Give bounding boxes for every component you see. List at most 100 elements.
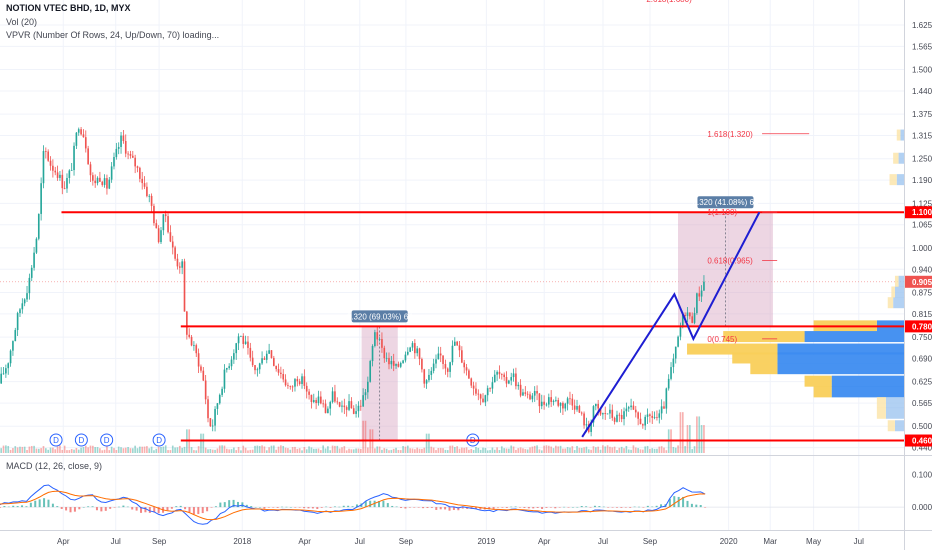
candle-body bbox=[146, 186, 148, 197]
volume-bar bbox=[517, 448, 520, 453]
macd-tick-label: 0.000 bbox=[912, 503, 932, 512]
macd-histogram-bar bbox=[0, 507, 1, 508]
volume-bar bbox=[414, 449, 416, 453]
candle-body bbox=[108, 179, 111, 189]
volume-bar bbox=[529, 447, 531, 453]
candle-body bbox=[190, 336, 193, 346]
macd-histogram-bar bbox=[184, 507, 187, 510]
vpvr-up-bar bbox=[777, 343, 904, 355]
candle-body bbox=[566, 398, 569, 404]
macd-histogram-bar bbox=[311, 507, 314, 509]
candle-body bbox=[651, 415, 654, 418]
volume-bar bbox=[357, 448, 360, 453]
volume-bar bbox=[14, 446, 17, 453]
candle-body bbox=[531, 395, 534, 400]
volume-bar bbox=[82, 447, 85, 453]
vpvr-down-bar bbox=[732, 352, 778, 364]
macd-histogram-bar bbox=[307, 507, 310, 509]
candle-body bbox=[218, 394, 221, 404]
candle-body bbox=[157, 228, 160, 243]
candle-body bbox=[127, 153, 129, 155]
volume-bar bbox=[115, 449, 118, 453]
volume-bar bbox=[637, 448, 639, 453]
volume-bar bbox=[465, 447, 468, 453]
candle-body bbox=[350, 401, 353, 409]
volume-bar bbox=[270, 445, 273, 453]
candle-body bbox=[305, 385, 308, 392]
candle-body bbox=[216, 403, 219, 409]
time-tick-label: Jul bbox=[598, 537, 608, 546]
chart-title: NOTION VTEC BHD, 1D, MYX bbox=[6, 3, 131, 13]
candle-body bbox=[122, 135, 125, 142]
candle-body bbox=[667, 378, 670, 389]
candle-body bbox=[134, 157, 136, 167]
vpvr-up-bar bbox=[894, 286, 904, 298]
volume-bar bbox=[599, 449, 602, 453]
volume-bar bbox=[258, 445, 261, 453]
candle-body bbox=[538, 393, 541, 407]
macd-histogram-bar bbox=[197, 507, 200, 515]
macd-histogram-bar bbox=[303, 507, 306, 509]
volume-bar bbox=[124, 447, 127, 453]
macd-histogram-bar bbox=[170, 507, 173, 509]
price-tick-label: 1.315 bbox=[912, 132, 932, 141]
volume-bar bbox=[80, 447, 82, 453]
candle-body bbox=[430, 370, 433, 375]
candle-body bbox=[303, 376, 306, 386]
dividend-marker-label: D bbox=[156, 436, 162, 445]
macd-histogram-bar bbox=[109, 507, 112, 509]
macd-histogram-bar bbox=[140, 507, 143, 513]
macd-histogram-bar bbox=[395, 506, 398, 508]
vpvr-down-bar bbox=[887, 420, 895, 432]
macd-histogram-bar bbox=[281, 506, 284, 508]
volume-bar bbox=[35, 448, 38, 453]
volume-bar bbox=[512, 446, 515, 453]
volume-bar bbox=[421, 448, 423, 453]
volume-bar bbox=[70, 449, 73, 453]
candle-body bbox=[0, 373, 2, 384]
volume-bar bbox=[646, 445, 649, 453]
candle-body bbox=[374, 332, 376, 347]
candle-body bbox=[324, 403, 327, 414]
volume-bar bbox=[42, 446, 45, 453]
volume-bar bbox=[449, 445, 451, 453]
volume-bar bbox=[376, 446, 379, 453]
volume-bar bbox=[430, 446, 433, 453]
volume-bar bbox=[256, 445, 259, 453]
volume-bar bbox=[87, 447, 89, 453]
volume-bar bbox=[101, 450, 104, 453]
price-tick-label: 0.565 bbox=[912, 399, 932, 408]
candle-body bbox=[503, 374, 505, 378]
measure-label: 0.320 (41.08%) 64 bbox=[693, 198, 759, 207]
volume-bar bbox=[320, 450, 322, 453]
macd-histogram-bar bbox=[452, 507, 455, 511]
macd-histogram-bar bbox=[682, 496, 685, 508]
macd-histogram-bar bbox=[232, 499, 235, 508]
macd-histogram-bar bbox=[201, 507, 204, 514]
candle-body bbox=[73, 145, 75, 171]
fib-level-label: 1.618(1.320) bbox=[707, 130, 753, 139]
macd-histogram-bar bbox=[188, 507, 191, 512]
volume-bar bbox=[230, 449, 233, 453]
macd-histogram-bar bbox=[571, 507, 574, 508]
volume-bar bbox=[272, 445, 275, 453]
candle-body bbox=[411, 343, 414, 348]
macd-histogram-bar bbox=[699, 505, 702, 508]
volume-bar bbox=[627, 449, 630, 453]
candle-body bbox=[371, 346, 374, 362]
dividend-marker-label: D bbox=[78, 436, 84, 445]
volume-bar bbox=[289, 449, 292, 453]
vpvr-down-bar bbox=[889, 174, 897, 186]
candle-body bbox=[247, 341, 249, 348]
candle-body bbox=[12, 341, 14, 351]
macd-histogram-bar bbox=[21, 505, 24, 508]
price-tick-label: 1.065 bbox=[912, 221, 932, 230]
candle-body bbox=[228, 366, 230, 368]
candle-body bbox=[336, 401, 339, 403]
candle-body bbox=[315, 400, 317, 404]
candle-body bbox=[627, 407, 630, 409]
volume-bar bbox=[479, 449, 482, 453]
volume-bar bbox=[437, 447, 440, 453]
candle-body bbox=[230, 359, 233, 367]
candle-body bbox=[42, 151, 45, 184]
